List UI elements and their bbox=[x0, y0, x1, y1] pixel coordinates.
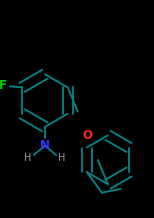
Text: H: H bbox=[58, 153, 66, 163]
Text: H: H bbox=[24, 153, 32, 163]
Text: N: N bbox=[40, 139, 50, 152]
Text: O: O bbox=[83, 129, 93, 142]
Text: F: F bbox=[0, 79, 6, 92]
